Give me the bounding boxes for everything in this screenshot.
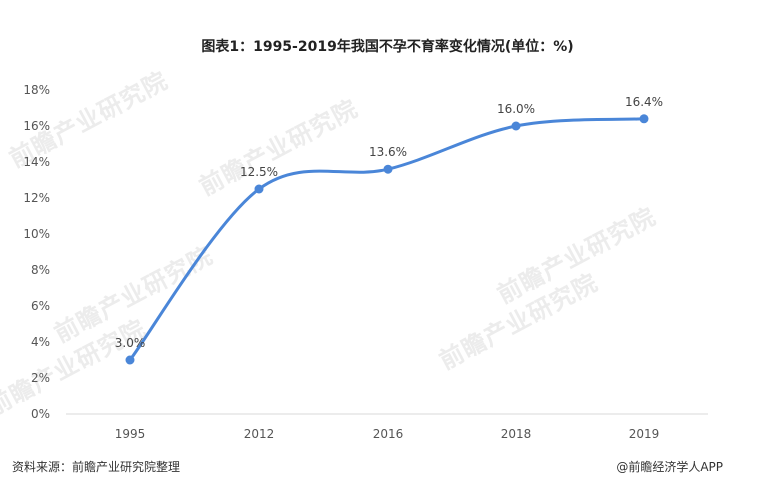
y-tick-label: 14% — [23, 155, 50, 169]
credit-note: @前瞻经济学人APP — [616, 460, 723, 474]
y-axis-ticks: 0% 2% 4% 6% 8% 10% 12% 14% 16% 18% — [23, 83, 50, 421]
data-points — [125, 114, 649, 365]
y-tick-label: 0% — [31, 407, 50, 421]
data-label: 13.6% — [369, 145, 407, 159]
data-point — [383, 164, 393, 174]
data-point — [639, 114, 649, 124]
x-tick-label: 2018 — [501, 427, 532, 441]
x-tick-label: 1995 — [115, 427, 146, 441]
source-note: 资料来源：前瞻产业研究院整理 — [12, 460, 181, 474]
data-label: 16.0% — [497, 102, 535, 116]
x-tick-label: 2012 — [244, 427, 275, 441]
data-point — [511, 121, 521, 131]
series-line — [128, 117, 646, 362]
data-label: 16.4% — [625, 95, 663, 109]
y-tick-label: 12% — [23, 191, 50, 205]
x-axis-ticks: 1995 2012 2016 2018 2019 — [115, 427, 660, 441]
data-point — [125, 355, 135, 365]
y-tick-label: 2% — [31, 371, 50, 385]
y-tick-label: 8% — [31, 263, 50, 277]
y-tick-label: 16% — [23, 119, 50, 133]
y-tick-label: 4% — [31, 335, 50, 349]
data-label: 12.5% — [240, 165, 278, 179]
x-tick-label: 2016 — [373, 427, 404, 441]
chart-title: 图表1：1995-2019年我国不孕不育率变化情况(单位：%) — [201, 39, 574, 55]
x-tick-label: 2019 — [629, 427, 660, 441]
data-point — [254, 184, 264, 194]
y-tick-label: 6% — [31, 299, 50, 313]
y-tick-label: 18% — [23, 83, 50, 97]
data-label: 3.0% — [115, 336, 146, 350]
data-labels: 3.0% 12.5% 13.6% 16.0% 16.4% — [115, 95, 663, 350]
y-tick-label: 10% — [23, 227, 50, 241]
